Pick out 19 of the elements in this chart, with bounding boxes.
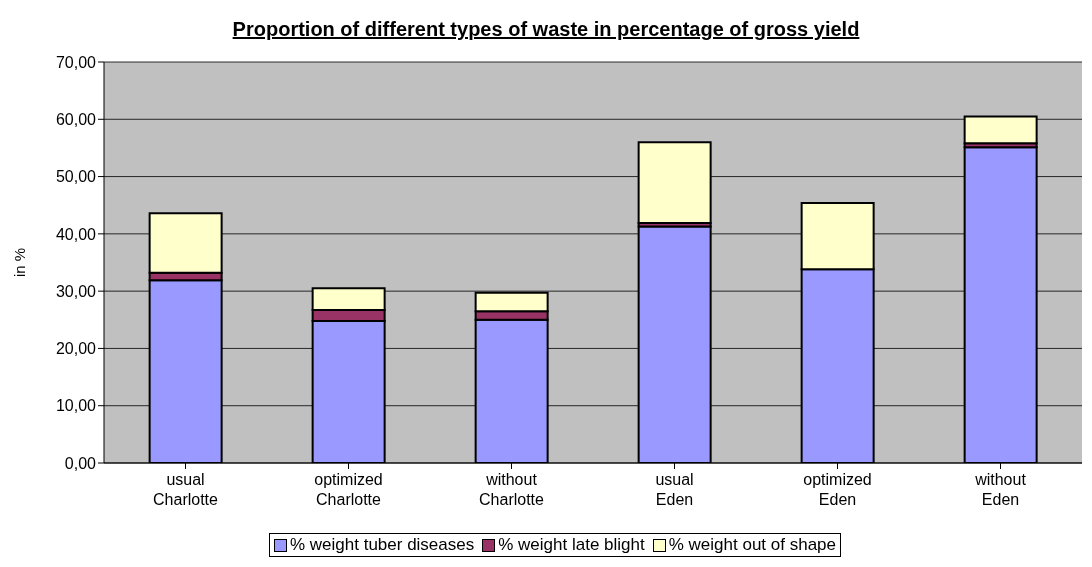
- x-tick-label: usual Charlotte: [153, 471, 219, 508]
- legend-label: % weight late blight: [497, 535, 645, 555]
- chart-title: Proportion of different types of waste in percentage of gross yield: [231, 18, 861, 41]
- y-tick-label: 60,00: [55, 110, 97, 128]
- x-tick-label: usual Eden: [655, 471, 694, 508]
- y-tick-label: 40,00: [55, 225, 97, 243]
- x-tick-label: optimized Charlotte: [314, 471, 383, 508]
- legend-label: % weight out of shape: [667, 535, 837, 555]
- y-tick-label: 20,00: [55, 340, 97, 358]
- y-tick-label: 70,00: [55, 53, 97, 71]
- y-tick-label: 0,00: [64, 454, 97, 472]
- y-axis-title: in %: [11, 247, 29, 278]
- x-tick-label: without Eden: [974, 471, 1027, 508]
- y-tick-label: 30,00: [55, 282, 97, 300]
- x-tick-label: without Charlotte: [479, 471, 545, 508]
- y-tick-label: 10,00: [55, 397, 97, 415]
- legend-label: % weight tuber diseases: [288, 535, 475, 555]
- y-tick-label: 50,00: [55, 168, 97, 186]
- x-tick-label: optimized Eden: [803, 471, 872, 508]
